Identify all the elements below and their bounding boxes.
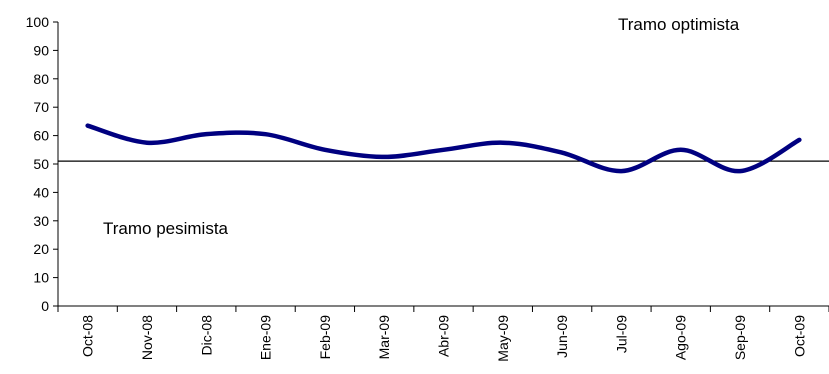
series-group	[85, 123, 802, 174]
data-point	[501, 141, 505, 145]
data-point	[442, 148, 446, 152]
x-tick-label: May-09	[495, 315, 511, 362]
series-line	[85, 123, 802, 174]
y-tick-label: 10	[33, 270, 49, 286]
data-point	[738, 169, 742, 173]
data-point	[797, 138, 801, 142]
x-tick-label: Oct-08	[80, 315, 96, 357]
y-tick-label: 50	[33, 156, 49, 172]
x-tick-label: Nov-08	[139, 315, 155, 360]
x-tick-label: Ene-09	[258, 315, 274, 360]
data-point	[264, 132, 268, 136]
data-point	[145, 141, 149, 145]
y-tick-label: 0	[41, 298, 49, 314]
data-point	[86, 124, 90, 128]
x-axis: Oct-08 Nov-08 Dic-08 Ene-09 Feb-09 Mar-09 Abr-…	[57, 305, 829, 362]
y-axis: 0 10 20 30 40 50 60 70 80 90 100	[26, 14, 59, 314]
x-tick-label: Oct-09	[791, 315, 807, 357]
y-tick-label: 30	[33, 213, 49, 229]
y-tick-label: 90	[33, 42, 49, 58]
x-tick-label: Jul-09	[613, 315, 629, 353]
annotation-tramo-pesimista: Tramo pesimista	[103, 219, 229, 238]
data-point	[619, 169, 623, 173]
y-tick-label: 80	[33, 71, 49, 87]
data-point	[560, 151, 564, 155]
x-tick-label: Feb-09	[317, 315, 333, 360]
x-tick-label: Sep-09	[732, 315, 748, 360]
y-tick-label: 60	[33, 128, 49, 144]
annotations: Tramo optimista Tramo pesimista	[103, 15, 740, 238]
y-tick-label: 70	[33, 99, 49, 115]
y-tick-label: 20	[33, 241, 49, 257]
x-tick-label: Mar-09	[376, 315, 392, 360]
y-tick-label: 100	[26, 14, 50, 30]
annotation-tramo-optimista: Tramo optimista	[618, 15, 740, 34]
x-tick-label: Abr-09	[436, 315, 452, 357]
data-point	[679, 148, 683, 152]
data-point	[382, 155, 386, 159]
data-point	[204, 132, 208, 136]
y-tick-label: 40	[33, 184, 49, 200]
x-tick-label: Dic-08	[198, 315, 214, 356]
data-point	[323, 148, 327, 152]
x-tick-label: Ago-09	[673, 315, 689, 360]
x-tick-label: Jun-09	[554, 315, 570, 358]
